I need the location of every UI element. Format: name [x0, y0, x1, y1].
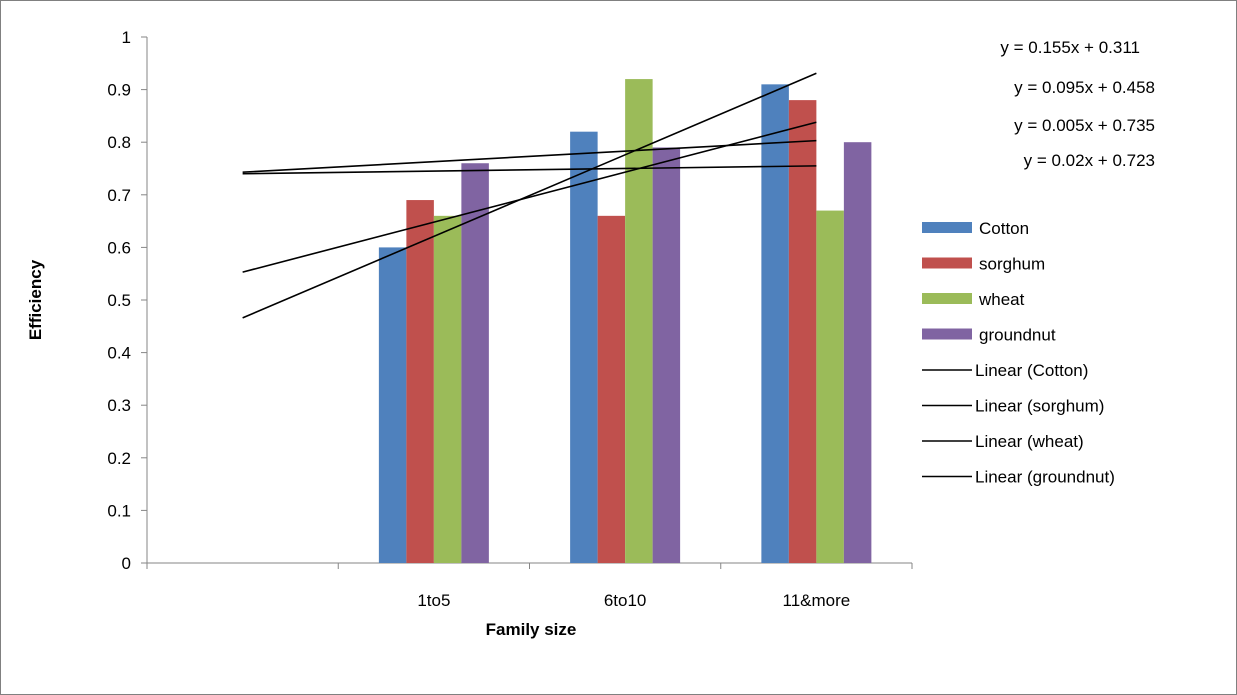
y-tick-label: 0.5	[107, 291, 131, 310]
legend-label: Linear (sorghum)	[975, 397, 1104, 416]
x-axis-title: Family size	[486, 620, 577, 639]
x-tick-label: 6to10	[604, 591, 647, 610]
y-tick-label: 1	[122, 28, 131, 47]
bar-sorghum-2	[597, 215, 626, 563]
legend-swatch	[922, 222, 972, 233]
x-tick-label: 11&more	[783, 591, 851, 610]
trendline-equation: y = 0.005x + 0.735	[1014, 116, 1155, 135]
bar-groundnut-2	[652, 147, 681, 563]
plot-area: 0 0.1 0.2 0.3 0.4 0.5 0.6 0.7 0.8 0.9 1 1to5 6to10 11…	[107, 28, 913, 610]
y-tick-label: 0.8	[107, 133, 131, 152]
y-tick-label: 0.1	[107, 501, 131, 520]
bar-sorghum-3	[788, 100, 817, 564]
bar-cotton-3	[761, 84, 789, 563]
legend-label: Linear (groundnut)	[975, 468, 1115, 487]
legend-swatch	[922, 328, 972, 340]
x-tick-label: 1to5	[417, 591, 450, 610]
y-tick-label: 0.4	[107, 344, 131, 363]
y-tick-label: 0	[122, 554, 131, 573]
y-tick-label: 0.9	[107, 81, 131, 100]
trendline-2	[242, 165, 817, 175]
bar-wheat-2	[625, 79, 653, 563]
y-axis-title: Efficiency	[26, 259, 45, 340]
legend-label: sorghum	[979, 255, 1045, 274]
trendline-0	[242, 72, 817, 319]
trendline-equation: y = 0.02x + 0.723	[1024, 151, 1155, 170]
legend-swatch	[922, 257, 972, 269]
bar-sorghum-1	[406, 200, 434, 563]
bar-wheat-3	[816, 210, 844, 563]
legend: Cotton sorghum wheat groundnut Linear (Cotto…	[922, 219, 1115, 487]
legend-label: Linear (Cotton)	[975, 361, 1088, 380]
bar-groundnut-3	[843, 142, 872, 563]
y-tick-label: 0.2	[107, 449, 131, 468]
legend-label: Linear (wheat)	[975, 432, 1084, 451]
legend-label: groundnut	[979, 326, 1056, 345]
trendline-equation: y = 0.155x + 0.311	[1000, 38, 1140, 57]
trendline-equation: y = 0.095x + 0.458	[1014, 78, 1155, 97]
legend-label: wheat	[978, 290, 1025, 309]
bar-cotton-1	[378, 247, 407, 563]
trendline-equations: y = 0.155x + 0.311 y = 0.095x + 0.458 y = …	[1000, 38, 1155, 170]
y-tick-label: 0.3	[107, 396, 131, 415]
legend-label: Cotton	[979, 219, 1029, 238]
y-tick-label: 0.6	[107, 238, 131, 257]
bar-cotton-2	[570, 131, 598, 563]
trendline-1	[242, 121, 817, 273]
y-tick-label: 0.7	[107, 186, 131, 205]
bar-wheat-1	[433, 215, 462, 563]
bar-groundnut-1	[461, 163, 489, 564]
legend-swatch	[922, 293, 972, 304]
trendline-3	[242, 139, 817, 173]
